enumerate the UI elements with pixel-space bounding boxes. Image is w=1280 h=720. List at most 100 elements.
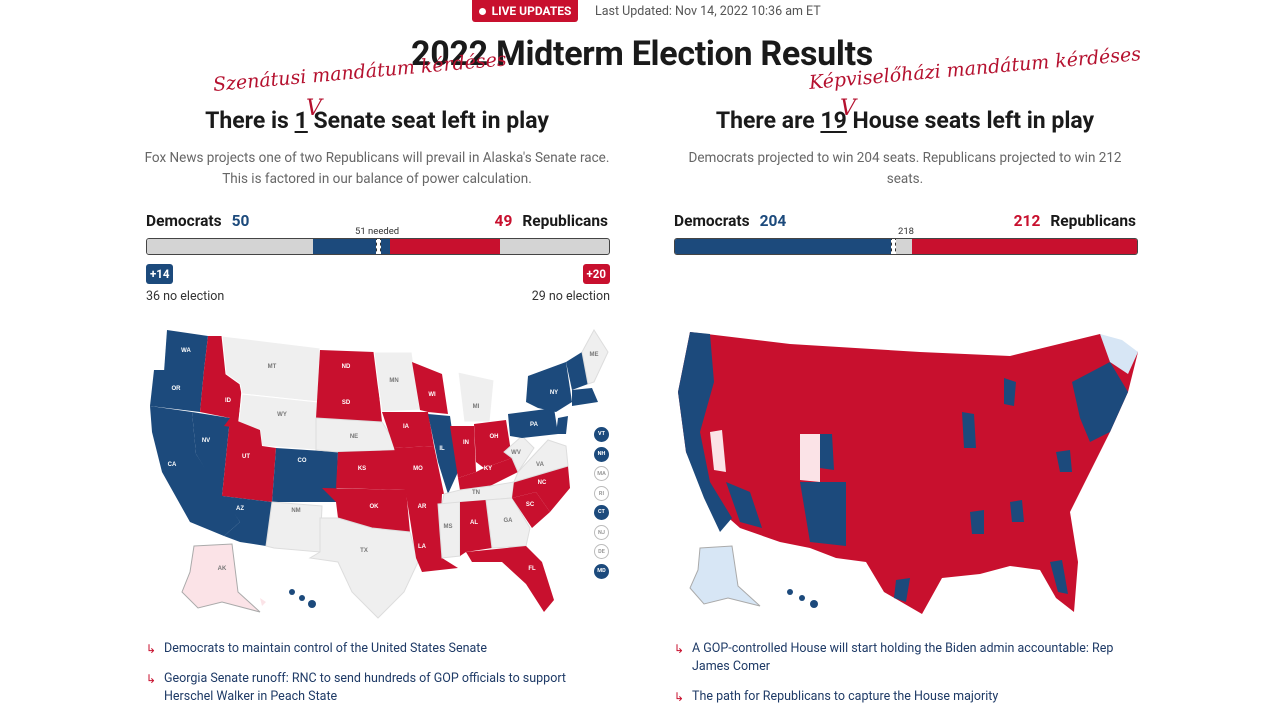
state-pa[interactable] <box>508 408 558 438</box>
house-ga-dem[interactable] <box>1010 500 1024 522</box>
state-ak[interactable] <box>181 543 261 613</box>
house-az-dem[interactable] <box>726 482 762 528</box>
state-vt-nh[interactable] <box>566 352 588 390</box>
state-ok[interactable] <box>322 488 410 532</box>
state-wi[interactable] <box>412 362 448 414</box>
house-west-coast-dem[interactable] <box>678 332 732 532</box>
house-va-dem[interactable] <box>1056 450 1072 472</box>
state-ga[interactable] <box>485 497 531 549</box>
state-nv[interactable] <box>192 412 230 496</box>
senate-link[interactable]: ↳ Democrats to maintain control of the Un… <box>146 640 612 658</box>
state-mi[interactable] <box>457 371 495 423</box>
small-state-nh[interactable]: NH <box>594 446 609 462</box>
state-label-ut: UT <box>242 454 250 460</box>
state-nj[interactable] <box>556 416 568 434</box>
link-arrow-icon: ↳ <box>674 642 685 656</box>
state-ar[interactable] <box>406 494 442 532</box>
state-nc[interactable] <box>512 466 570 512</box>
state-va[interactable] <box>513 439 569 483</box>
state-or[interactable] <box>150 370 204 412</box>
house-ms-dem[interactable] <box>970 510 984 534</box>
house-mi-dem[interactable] <box>1004 378 1016 406</box>
house-hi-1[interactable] <box>787 589 793 595</box>
state-label-al: AL <box>470 520 478 526</box>
state-wa[interactable] <box>164 330 208 372</box>
senate-map[interactable]: WA OR CA NV ID MT WY UT AZ CO NM ND SD NE KS OK TX MN IA MO… <box>142 322 612 622</box>
house-il-dem[interactable] <box>962 412 976 448</box>
small-state-ri[interactable]: RI <box>594 485 609 501</box>
house-tx-dem[interactable] <box>894 578 910 602</box>
state-la[interactable] <box>412 532 458 572</box>
state-ky[interactable] <box>458 458 518 490</box>
state-label-tx: TX <box>360 548 368 554</box>
state-label-oh: OH <box>490 434 499 440</box>
house-co-dem[interactable] <box>820 434 834 470</box>
state-id[interactable] <box>200 336 242 428</box>
state-label-ne: NE <box>350 434 358 440</box>
link-arrow-icon: ↳ <box>674 690 685 704</box>
state-ut[interactable] <box>222 418 276 502</box>
house-seats-in-play: 19 <box>820 107 847 134</box>
state-ms[interactable] <box>437 501 461 559</box>
state-wv[interactable] <box>503 435 535 474</box>
senate-rep-gain-badge: +20 <box>582 264 610 284</box>
state-il[interactable] <box>428 414 458 494</box>
state-hi-1[interactable] <box>289 589 295 595</box>
small-state-de[interactable]: DE <box>594 544 609 559</box>
state-me[interactable] <box>581 329 609 385</box>
house-ak[interactable] <box>689 545 761 607</box>
senate-bar-dem-elected <box>313 239 390 254</box>
state-in[interactable] <box>450 426 476 478</box>
state-label-mi: MI <box>473 404 480 410</box>
senate-link[interactable]: ↳ Georgia Senate runoff: RNC to send hund… <box>146 670 612 706</box>
house-nm-dem[interactable] <box>800 482 846 546</box>
state-az[interactable] <box>222 496 272 546</box>
house-ca-lean-rep[interactable] <box>710 430 726 472</box>
house-fl-dem[interactable] <box>1050 560 1068 594</box>
state-mo[interactable] <box>394 446 444 494</box>
house-map-rep-area[interactable] <box>678 332 1138 614</box>
house-link[interactable]: ↳ The path for Republicans to capture the… <box>674 688 1140 706</box>
state-fl[interactable] <box>466 546 554 612</box>
state-al[interactable] <box>460 500 492 556</box>
senate-bar-dem-no-election <box>147 239 314 254</box>
state-label-co: CO <box>298 458 307 464</box>
state-co[interactable] <box>272 448 338 502</box>
state-label-wy: WY <box>277 412 287 418</box>
last-updated-timestamp: Last Updated: Nov 14, 2022 10:36 am ET <box>595 4 821 19</box>
state-label-ny: NY <box>550 390 558 396</box>
live-updates-badge[interactable]: LIVE UPDATES <box>472 0 578 22</box>
state-oh[interactable] <box>474 420 512 468</box>
state-ma[interactable] <box>572 388 598 406</box>
house-majority-marker <box>891 239 896 254</box>
senate-description: Fox News projects one of two Republicans… <box>144 150 610 187</box>
house-check-mark: V <box>840 96 856 121</box>
state-sc[interactable] <box>512 492 550 528</box>
state-label-ky: KY <box>484 466 492 472</box>
state-ca[interactable] <box>150 406 240 536</box>
small-state-nj[interactable]: NJ <box>594 524 609 540</box>
house-map[interactable] <box>670 322 1140 622</box>
live-dot-icon <box>478 7 486 15</box>
state-nd[interactable] <box>318 350 378 384</box>
state-sd[interactable] <box>316 384 382 422</box>
small-state-md[interactable]: MD <box>594 563 609 579</box>
state-ny[interactable] <box>526 362 572 412</box>
house-co-lean-rep[interactable] <box>800 434 820 482</box>
house-title: There are 19 House seats left in play <box>670 107 1140 134</box>
state-nm[interactable] <box>265 501 323 553</box>
house-hi-3[interactable] <box>810 600 818 608</box>
state-ks[interactable] <box>336 450 406 490</box>
house-maine-lean-dem[interactable] <box>1100 334 1138 374</box>
small-state-ma[interactable]: MA <box>594 466 609 481</box>
state-mn[interactable] <box>373 351 421 413</box>
house-link[interactable]: ↳ A GOP-controlled House will start holdi… <box>674 640 1140 676</box>
state-hi-2[interactable] <box>299 595 305 601</box>
house-hi-2[interactable] <box>799 595 805 601</box>
house-northeast-dem[interactable] <box>1072 362 1128 442</box>
small-state-ct[interactable]: CT <box>594 505 609 520</box>
small-state-vt[interactable]: VT <box>594 427 609 442</box>
state-hi-3[interactable] <box>308 600 316 608</box>
state-ia[interactable] <box>382 412 434 448</box>
state-tx[interactable] <box>308 517 419 619</box>
